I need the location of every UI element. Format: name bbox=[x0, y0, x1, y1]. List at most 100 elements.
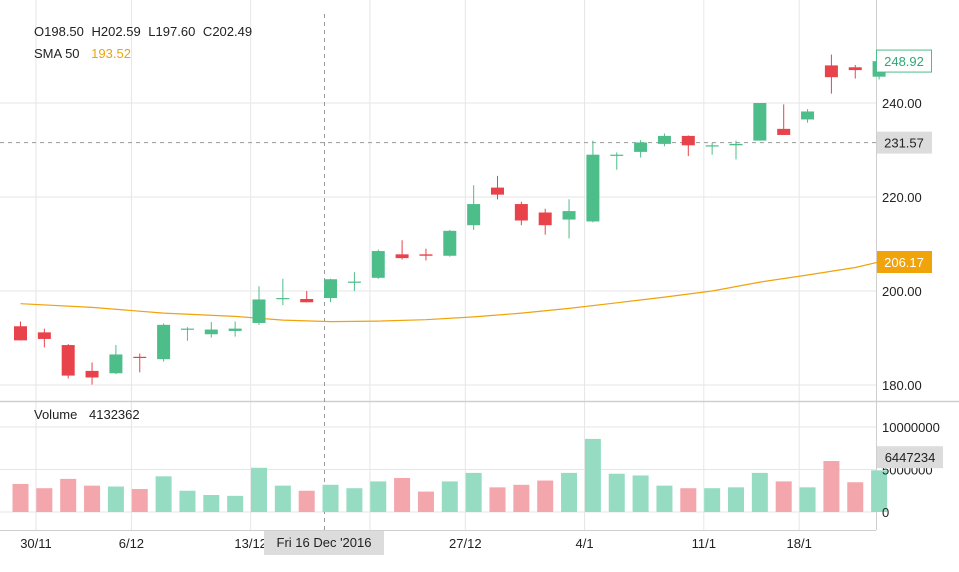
volume-bar bbox=[227, 495, 244, 512]
volume-bar bbox=[179, 490, 196, 512]
candle-up bbox=[634, 140, 648, 158]
candle-body bbox=[180, 328, 194, 330]
low-label: L bbox=[148, 24, 155, 39]
time-tick-label: 4/1 bbox=[576, 536, 594, 551]
candle-down bbox=[491, 175, 504, 200]
sma-price-tag: 206.17 bbox=[877, 251, 932, 274]
candle-body bbox=[347, 281, 361, 283]
candle-up bbox=[204, 322, 218, 338]
volume-bar bbox=[561, 472, 578, 512]
close-value: 202.49 bbox=[212, 24, 252, 39]
low-value: 197.60 bbox=[156, 24, 196, 39]
volume-legend: Volume 4132362 bbox=[34, 407, 140, 422]
candle-up bbox=[371, 249, 385, 279]
price-tick-label: 180.00 bbox=[882, 378, 922, 393]
volume-legend-label: Volume bbox=[34, 407, 77, 422]
candle-body bbox=[681, 135, 695, 146]
volume-bar bbox=[489, 487, 506, 512]
candle-up bbox=[610, 152, 624, 170]
volume-bar bbox=[322, 484, 339, 512]
volume-bar bbox=[823, 461, 840, 512]
candle-up bbox=[586, 140, 600, 223]
candle-up bbox=[252, 286, 266, 325]
candle-up bbox=[109, 345, 123, 375]
volume-bar bbox=[346, 488, 363, 512]
time-tick-label: 27/12 bbox=[449, 536, 482, 551]
volume-bar bbox=[441, 481, 458, 512]
price-tick-label: 200.00 bbox=[882, 284, 922, 299]
volume-bar bbox=[751, 472, 768, 512]
open-value: 198.50 bbox=[44, 24, 84, 39]
volume-legend-value: 4132362 bbox=[89, 407, 140, 422]
candle-body bbox=[801, 111, 815, 120]
volume-bar bbox=[656, 485, 673, 512]
candle-up bbox=[705, 142, 719, 155]
candle-body bbox=[538, 212, 552, 226]
candle-down bbox=[824, 54, 838, 94]
sma-price-value: 206.17 bbox=[884, 255, 924, 270]
candle-body bbox=[61, 345, 75, 376]
high-label: H bbox=[92, 24, 101, 39]
candle-body bbox=[562, 211, 576, 220]
volume-bar bbox=[799, 487, 816, 512]
time-tick-label: 18/1 bbox=[787, 536, 812, 551]
candle-down bbox=[848, 64, 862, 79]
candle-body bbox=[324, 279, 338, 299]
last-price-tag: 248.92 bbox=[876, 49, 932, 73]
candle-body bbox=[777, 128, 791, 135]
volume-bar bbox=[155, 476, 172, 512]
volume-value-tag: 6447234 bbox=[877, 446, 943, 469]
candle-body bbox=[276, 298, 290, 300]
price-axis: 180.00 200.00 220.00 240.00 bbox=[882, 96, 922, 393]
candle-up bbox=[324, 278, 338, 303]
candle-body bbox=[252, 299, 266, 323]
volume-series bbox=[12, 438, 888, 512]
volume-bar bbox=[775, 481, 792, 512]
candle-body bbox=[586, 154, 600, 222]
sma50-line bbox=[20, 261, 880, 323]
volume-bar bbox=[680, 488, 697, 512]
candle-body bbox=[85, 370, 99, 378]
volume-bar bbox=[728, 487, 744, 512]
candle-down bbox=[85, 362, 99, 385]
crosshair-price-value: 231.57 bbox=[884, 136, 924, 151]
volume-value: 6447234 bbox=[885, 450, 936, 465]
crosshair-date-tag: Fri 16 Dec '2016 bbox=[264, 531, 384, 555]
candle-body bbox=[204, 329, 218, 335]
candle-body bbox=[753, 103, 767, 141]
candle-down bbox=[777, 104, 791, 135]
volume-bar bbox=[131, 489, 148, 512]
candle-body bbox=[419, 254, 433, 256]
candle-body bbox=[228, 328, 242, 331]
candle-down bbox=[300, 291, 314, 303]
candle-body bbox=[824, 65, 838, 78]
grid-lines bbox=[0, 0, 876, 530]
volume-bar bbox=[608, 473, 625, 512]
candle-body bbox=[491, 187, 504, 195]
volume-bar bbox=[203, 495, 220, 512]
candle-body bbox=[443, 230, 457, 256]
candle-body bbox=[157, 324, 171, 360]
candle-body bbox=[634, 142, 648, 152]
close-label: C bbox=[203, 24, 212, 39]
candle-up bbox=[753, 103, 767, 141]
volume-bar bbox=[298, 490, 315, 512]
candle-body bbox=[729, 143, 743, 146]
candle-down bbox=[14, 321, 27, 341]
time-tick-label: 6/12 bbox=[119, 536, 144, 551]
candle-body bbox=[657, 135, 671, 144]
volume-tick-label: 0 bbox=[882, 505, 889, 520]
volume-bar bbox=[537, 480, 554, 512]
price-series bbox=[14, 54, 886, 385]
candle-up bbox=[276, 278, 290, 306]
candle-down bbox=[514, 201, 528, 226]
candle-body bbox=[37, 332, 51, 339]
candle-body bbox=[109, 354, 123, 374]
volume-bar bbox=[704, 488, 721, 512]
volume-bar bbox=[465, 472, 482, 512]
last-price-value: 248.92 bbox=[884, 54, 924, 69]
candle-body bbox=[467, 204, 481, 226]
